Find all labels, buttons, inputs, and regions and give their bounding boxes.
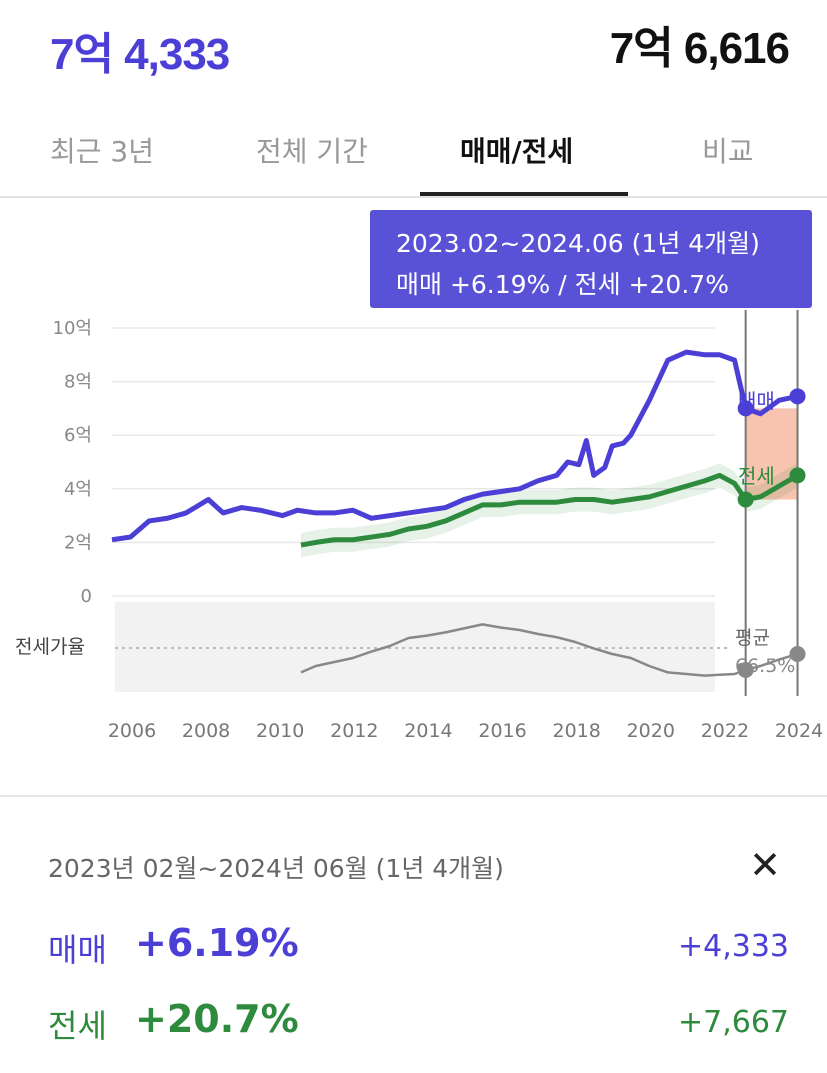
average-value: 66.5% xyxy=(735,655,795,677)
highlight-range xyxy=(745,408,798,500)
jeonse-change-percent: +20.7% xyxy=(135,997,299,1041)
close-icon[interactable]: ✕ xyxy=(749,843,781,887)
sale-row-label: 매매 xyxy=(48,931,107,969)
period-tabs: 최근 3년 전체 기간 매매/전세 비교 xyxy=(0,108,827,198)
jeonse-price-line xyxy=(300,472,799,548)
y-tick-label: 10억 xyxy=(53,318,92,339)
jeonse-change-amount: +7,667 xyxy=(677,1005,789,1040)
series-label-sale: 매매 xyxy=(738,389,775,413)
ratio-start-marker xyxy=(737,662,754,678)
current-price-value: 7억 6,616 xyxy=(609,24,790,73)
x-tick-label: 2024 xyxy=(775,720,823,742)
y-tick-label: 4억 xyxy=(64,479,92,500)
tab-compare[interactable]: 비교 xyxy=(702,130,754,170)
tooltip-range: 2023.02~2024.06 (1년 4개월) xyxy=(396,229,760,258)
range-summary-panel: 2023년 02월~2024년 06월 (1년 4개월) ✕ 매매 +6.19%… xyxy=(0,797,827,1073)
price-chart[interactable]: 10억 8억 6억 4억 2억 0 매매 전세 전세가율 평균 66.5% 2006 200… xyxy=(0,198,827,758)
y-tick-label: 6억 xyxy=(64,425,92,446)
ratio-end-marker xyxy=(789,646,806,662)
summary-range: 2023년 02월~2024년 06월 (1년 4개월) xyxy=(48,854,504,883)
average-label: 평균 xyxy=(735,627,770,649)
jeonse-end-marker xyxy=(789,467,806,484)
tab-sale-jeonse[interactable]: 매매/전세 xyxy=(460,130,573,170)
sale-end-marker xyxy=(789,388,806,405)
jeonse-ratio-line xyxy=(300,623,798,677)
series-label-jeonse: 전세 xyxy=(738,464,775,488)
sale-start-marker xyxy=(737,400,754,417)
ratio-panel-bg xyxy=(115,602,715,692)
jeonse-start-marker xyxy=(737,491,754,508)
tab-all-period[interactable]: 전체 기간 xyxy=(256,130,368,170)
y-tick-label: 0 xyxy=(81,586,92,607)
x-tick-label: 2022 xyxy=(701,720,749,742)
range-tooltip: 2023.02~2024.06 (1년 4개월) 매매 +6.19% / 전세 … xyxy=(370,210,812,308)
jeonse-range-band xyxy=(300,463,798,558)
tooltip-change: 매매 +6.19% / 전세 +20.7% xyxy=(396,270,729,299)
x-tick-label: 2008 xyxy=(182,720,230,742)
sale-change-amount: +4,333 xyxy=(677,929,789,964)
x-tick-label: 2010 xyxy=(256,720,304,742)
x-tick-label: 2018 xyxy=(552,720,600,742)
x-tick-label: 2014 xyxy=(404,720,452,742)
sale-price-value: 7억 4,333 xyxy=(50,30,230,79)
x-tick-label: 2016 xyxy=(478,720,526,742)
summary-divider xyxy=(0,795,827,797)
sale-price-line xyxy=(111,349,799,543)
sale-change-percent: +6.19% xyxy=(135,921,299,965)
x-tick-label: 2020 xyxy=(627,720,675,742)
y-tick-label: 8억 xyxy=(64,372,92,393)
tab-recent-3-years[interactable]: 최근 3년 xyxy=(50,130,154,170)
ratio-label: 전세가율 xyxy=(15,636,85,658)
active-tab-underline xyxy=(420,192,628,196)
x-tick-label: 2012 xyxy=(330,720,378,742)
x-tick-label: 2006 xyxy=(108,720,156,742)
y-tick-label: 2억 xyxy=(64,532,92,553)
jeonse-row-label: 전세 xyxy=(48,1007,107,1045)
